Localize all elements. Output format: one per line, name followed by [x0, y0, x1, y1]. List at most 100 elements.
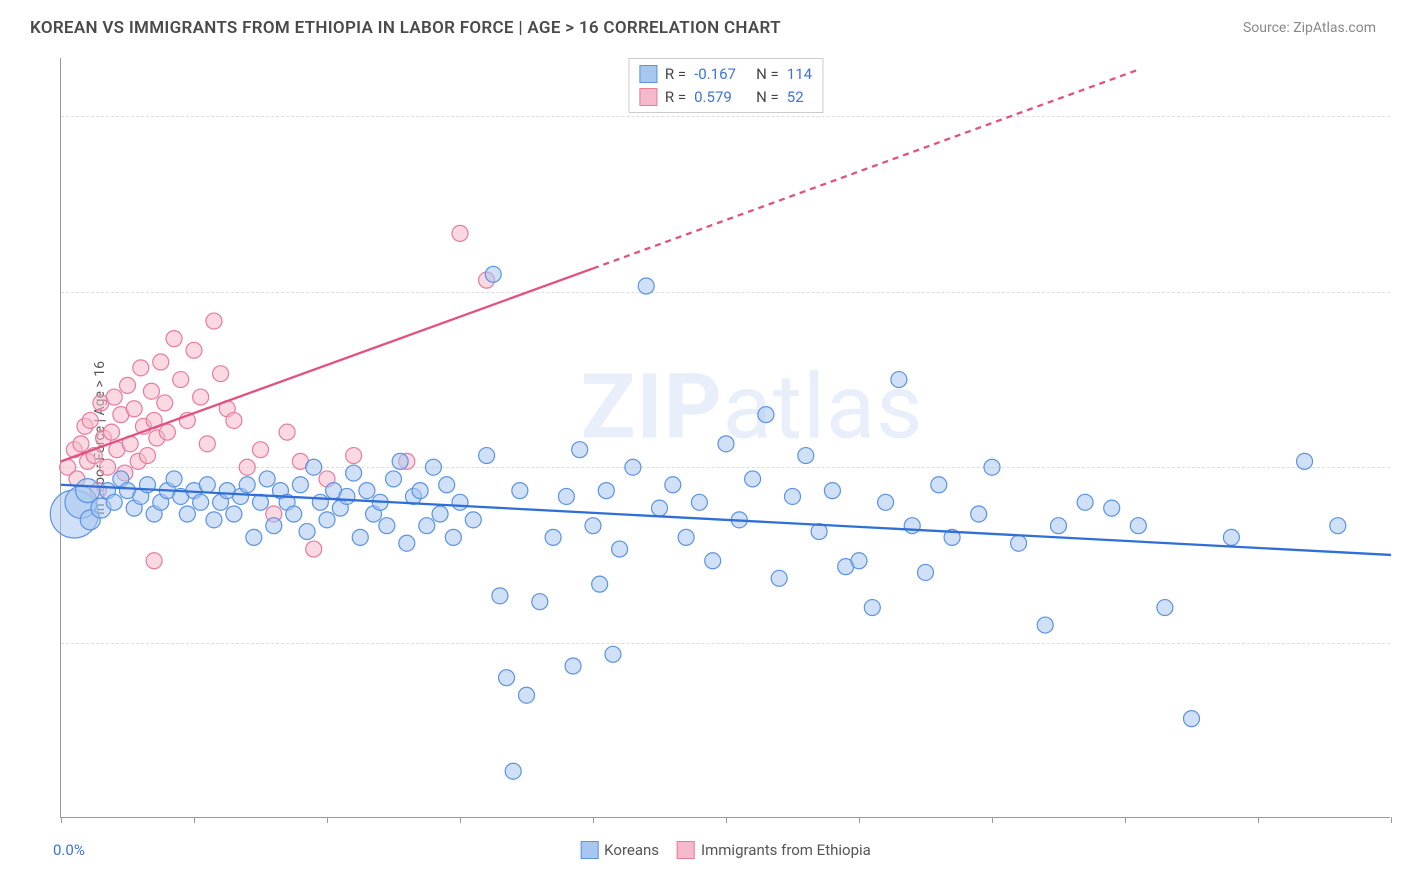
data-point: [612, 541, 628, 557]
data-point: [758, 407, 774, 423]
data-point: [425, 459, 441, 475]
data-point: [306, 541, 322, 557]
legend: Koreans Immigrants from Ethiopia: [580, 841, 871, 859]
data-point: [379, 518, 395, 534]
data-point: [598, 483, 614, 499]
data-point: [312, 494, 328, 510]
data-point: [465, 512, 481, 528]
x-tick: [194, 817, 195, 823]
data-point: [1104, 500, 1120, 516]
data-point: [638, 278, 654, 294]
data-point: [1330, 518, 1346, 534]
data-point: [665, 477, 681, 493]
data-point: [206, 512, 222, 528]
legend-swatch: [639, 88, 657, 106]
data-point: [346, 448, 362, 464]
data-point: [179, 506, 195, 522]
legend-swatch: [580, 841, 598, 859]
data-point: [505, 763, 521, 779]
data-point: [286, 506, 302, 522]
data-point: [652, 500, 668, 516]
data-point: [1223, 529, 1239, 545]
data-point: [226, 412, 242, 428]
data-point: [1011, 535, 1027, 551]
data-point: [1157, 600, 1173, 616]
stats-row: R = 0.579 N = 52: [639, 86, 812, 109]
scatter-svg: [61, 58, 1390, 817]
data-point: [705, 553, 721, 569]
data-point: [445, 529, 461, 545]
data-point: [585, 518, 601, 534]
data-point: [100, 459, 116, 475]
data-point: [824, 483, 840, 499]
x-axis-min-label: 0.0%: [53, 841, 85, 859]
data-point: [226, 506, 242, 522]
data-point: [558, 488, 574, 504]
data-point: [139, 448, 155, 464]
data-point: [186, 342, 202, 358]
data-point: [545, 529, 561, 545]
stat-n-label: N =: [756, 86, 779, 109]
data-point: [120, 377, 136, 393]
data-point: [904, 518, 920, 534]
data-point: [918, 564, 934, 580]
chart-plot-area: In Labor Force | Age > 16 ZIPatlas 55.0%…: [60, 58, 1390, 818]
data-point: [199, 477, 215, 493]
data-point: [851, 553, 867, 569]
x-tick: [726, 817, 727, 823]
data-point: [931, 477, 947, 493]
data-point: [306, 459, 322, 475]
data-point: [452, 494, 468, 510]
data-point: [891, 372, 907, 388]
data-point: [104, 424, 120, 440]
data-point: [193, 389, 209, 405]
data-point: [625, 459, 641, 475]
data-point: [399, 535, 415, 551]
x-tick: [61, 817, 62, 823]
data-point: [592, 576, 608, 592]
data-point: [106, 389, 122, 405]
data-point: [439, 477, 455, 493]
data-point: [199, 436, 215, 452]
data-point: [346, 465, 362, 481]
data-point: [1297, 453, 1313, 469]
legend-swatch: [639, 65, 657, 83]
data-point: [771, 570, 787, 586]
stat-r-label: R =: [665, 63, 686, 86]
data-point: [519, 687, 535, 703]
data-point: [213, 366, 229, 382]
data-point: [412, 483, 428, 499]
data-point: [798, 448, 814, 464]
data-point: [157, 395, 173, 411]
legend-label: Koreans: [604, 841, 659, 859]
data-point: [159, 424, 175, 440]
data-point: [253, 442, 269, 458]
data-point: [492, 588, 508, 604]
legend-swatch: [677, 841, 695, 859]
data-point: [146, 553, 162, 569]
data-point: [878, 494, 894, 510]
data-point: [532, 594, 548, 610]
data-point: [126, 401, 142, 417]
data-point: [785, 488, 801, 504]
stat-r-label: R =: [665, 86, 686, 109]
data-point: [173, 372, 189, 388]
x-tick: [460, 817, 461, 823]
data-point: [359, 483, 375, 499]
data-point: [259, 471, 275, 487]
chart-header: KOREAN VS IMMIGRANTS FROM ETHIOPIA IN LA…: [0, 0, 1406, 48]
legend-item: Immigrants from Ethiopia: [677, 841, 871, 859]
data-point: [299, 524, 315, 540]
stat-n-value: 52: [787, 86, 804, 109]
data-point: [1130, 518, 1146, 534]
source-attribution: Source: ZipAtlas.com: [1243, 20, 1376, 36]
data-point: [82, 412, 98, 428]
data-point: [206, 313, 222, 329]
x-tick: [859, 817, 860, 823]
stat-r-value: 0.579: [694, 86, 748, 109]
data-point: [143, 383, 159, 399]
trend-line: [61, 485, 1391, 555]
data-point: [499, 670, 515, 686]
x-tick: [327, 817, 328, 823]
data-point: [166, 471, 182, 487]
